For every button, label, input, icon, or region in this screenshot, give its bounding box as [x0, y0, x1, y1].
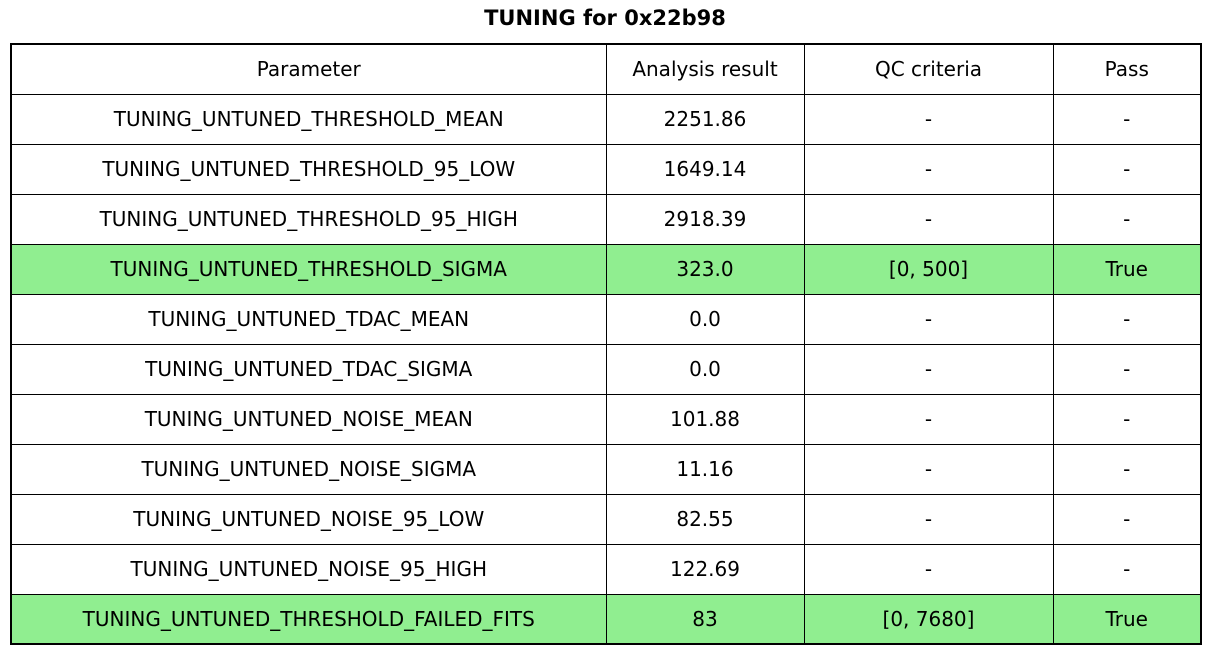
column-header-parameter: Parameter — [10, 43, 607, 95]
cell-qc-criteria: - — [803, 443, 1054, 495]
qc-table-header: Parameter Analysis result QC criteria Pa… — [10, 43, 1202, 95]
cell-analysis-result: 2251.86 — [605, 93, 805, 145]
column-header-qc-criteria: QC criteria — [803, 43, 1054, 95]
cell-qc-criteria: [0, 500] — [803, 243, 1054, 295]
cell-analysis-result: 11.16 — [605, 443, 805, 495]
cell-parameter: TUNING_UNTUNED_NOISE_95_HIGH — [10, 543, 607, 595]
cell-qc-criteria: - — [803, 393, 1054, 445]
cell-pass: - — [1052, 443, 1202, 495]
header-row: Parameter Analysis result QC criteria Pa… — [10, 43, 1202, 95]
cell-pass: - — [1052, 293, 1202, 345]
cell-qc-criteria: [0, 7680] — [803, 593, 1054, 645]
table-row: TUNING_UNTUNED_TDAC_MEAN 0.0- - — [10, 293, 1202, 345]
cell-analysis-result: 1649.14 — [605, 143, 805, 195]
cell-analysis-result: 101.88 — [605, 393, 805, 445]
table-row: TUNING_UNTUNED_NOISE_95_HIGH 122.69- - — [10, 543, 1202, 595]
page-title: TUNING for 0x22b98 — [484, 6, 726, 30]
cell-pass: - — [1052, 543, 1202, 595]
table-row: TUNING_UNTUNED_THRESHOLD_MEAN 2251.86- - — [10, 93, 1202, 145]
column-header-analysis-result: Analysis result — [605, 43, 805, 95]
cell-parameter: TUNING_UNTUNED_THRESHOLD_95_LOW — [10, 143, 607, 195]
cell-pass: - — [1052, 393, 1202, 445]
table-row: TUNING_UNTUNED_NOISE_MEAN 101.88- - — [10, 393, 1202, 445]
cell-parameter: TUNING_UNTUNED_THRESHOLD_FAILED_FITS — [10, 593, 607, 645]
cell-qc-criteria: - — [803, 493, 1054, 545]
cell-parameter: TUNING_UNTUNED_TDAC_SIGMA — [10, 343, 607, 395]
cell-analysis-result: 2918.39 — [605, 193, 805, 245]
cell-qc-criteria: - — [803, 543, 1054, 595]
cell-pass: - — [1052, 93, 1202, 145]
cell-analysis-result: 0.0 — [605, 343, 805, 395]
cell-parameter: TUNING_UNTUNED_NOISE_95_LOW — [10, 493, 607, 545]
table-row: TUNING_UNTUNED_THRESHOLD_FAILED_FITS 83 [0… — [10, 593, 1202, 645]
cell-pass: - — [1052, 343, 1202, 395]
cell-analysis-result: 122.69 — [605, 543, 805, 595]
column-header-pass: Pass — [1052, 43, 1202, 95]
cell-parameter: TUNING_UNTUNED_NOISE_MEAN — [10, 393, 607, 445]
cell-parameter: TUNING_UNTUNED_THRESHOLD_SIGMA — [10, 243, 607, 295]
table-row: TUNING_UNTUNED_NOISE_SIGMA 11.16- - — [10, 443, 1202, 495]
cell-parameter: TUNING_UNTUNED_NOISE_SIGMA — [10, 443, 607, 495]
cell-pass: - — [1052, 193, 1202, 245]
cell-pass: - — [1052, 143, 1202, 195]
table-row: TUNING_UNTUNED_NOISE_95_LOW 82.55- - — [10, 493, 1202, 545]
cell-pass: - — [1052, 493, 1202, 545]
qc-table: Parameter Analysis result QC criteria Pa… — [10, 43, 1202, 645]
cell-analysis-result: 82.55 — [605, 493, 805, 545]
cell-pass: True — [1052, 243, 1202, 295]
cell-parameter: TUNING_UNTUNED_TDAC_MEAN — [10, 293, 607, 345]
cell-analysis-result: 0.0 — [605, 293, 805, 345]
table-row: TUNING_UNTUNED_THRESHOLD_95_LOW 1649.14- - — [10, 143, 1202, 195]
table-row: TUNING_UNTUNED_THRESHOLD_95_HIGH 2918.39-… — [10, 193, 1202, 245]
cell-parameter: TUNING_UNTUNED_THRESHOLD_95_HIGH — [10, 193, 607, 245]
cell-parameter: TUNING_UNTUNED_THRESHOLD_MEAN — [10, 93, 607, 145]
table-row: TUNING_UNTUNED_TDAC_SIGMA 0.0- - — [10, 343, 1202, 395]
cell-qc-criteria: - — [803, 343, 1054, 395]
cell-pass: True — [1052, 593, 1202, 645]
cell-qc-criteria: - — [803, 143, 1054, 195]
cell-analysis-result: 323.0 — [605, 243, 805, 295]
cell-qc-criteria: - — [803, 193, 1054, 245]
qc-table-body: TUNING_UNTUNED_THRESHOLD_MEAN 2251.86- - TU… — [10, 93, 1202, 645]
table-row: TUNING_UNTUNED_THRESHOLD_SIGMA 323.0 [0, 5… — [10, 243, 1202, 295]
cell-qc-criteria: - — [803, 93, 1054, 145]
cell-analysis-result: 83 — [605, 593, 805, 645]
cell-qc-criteria: - — [803, 293, 1054, 345]
